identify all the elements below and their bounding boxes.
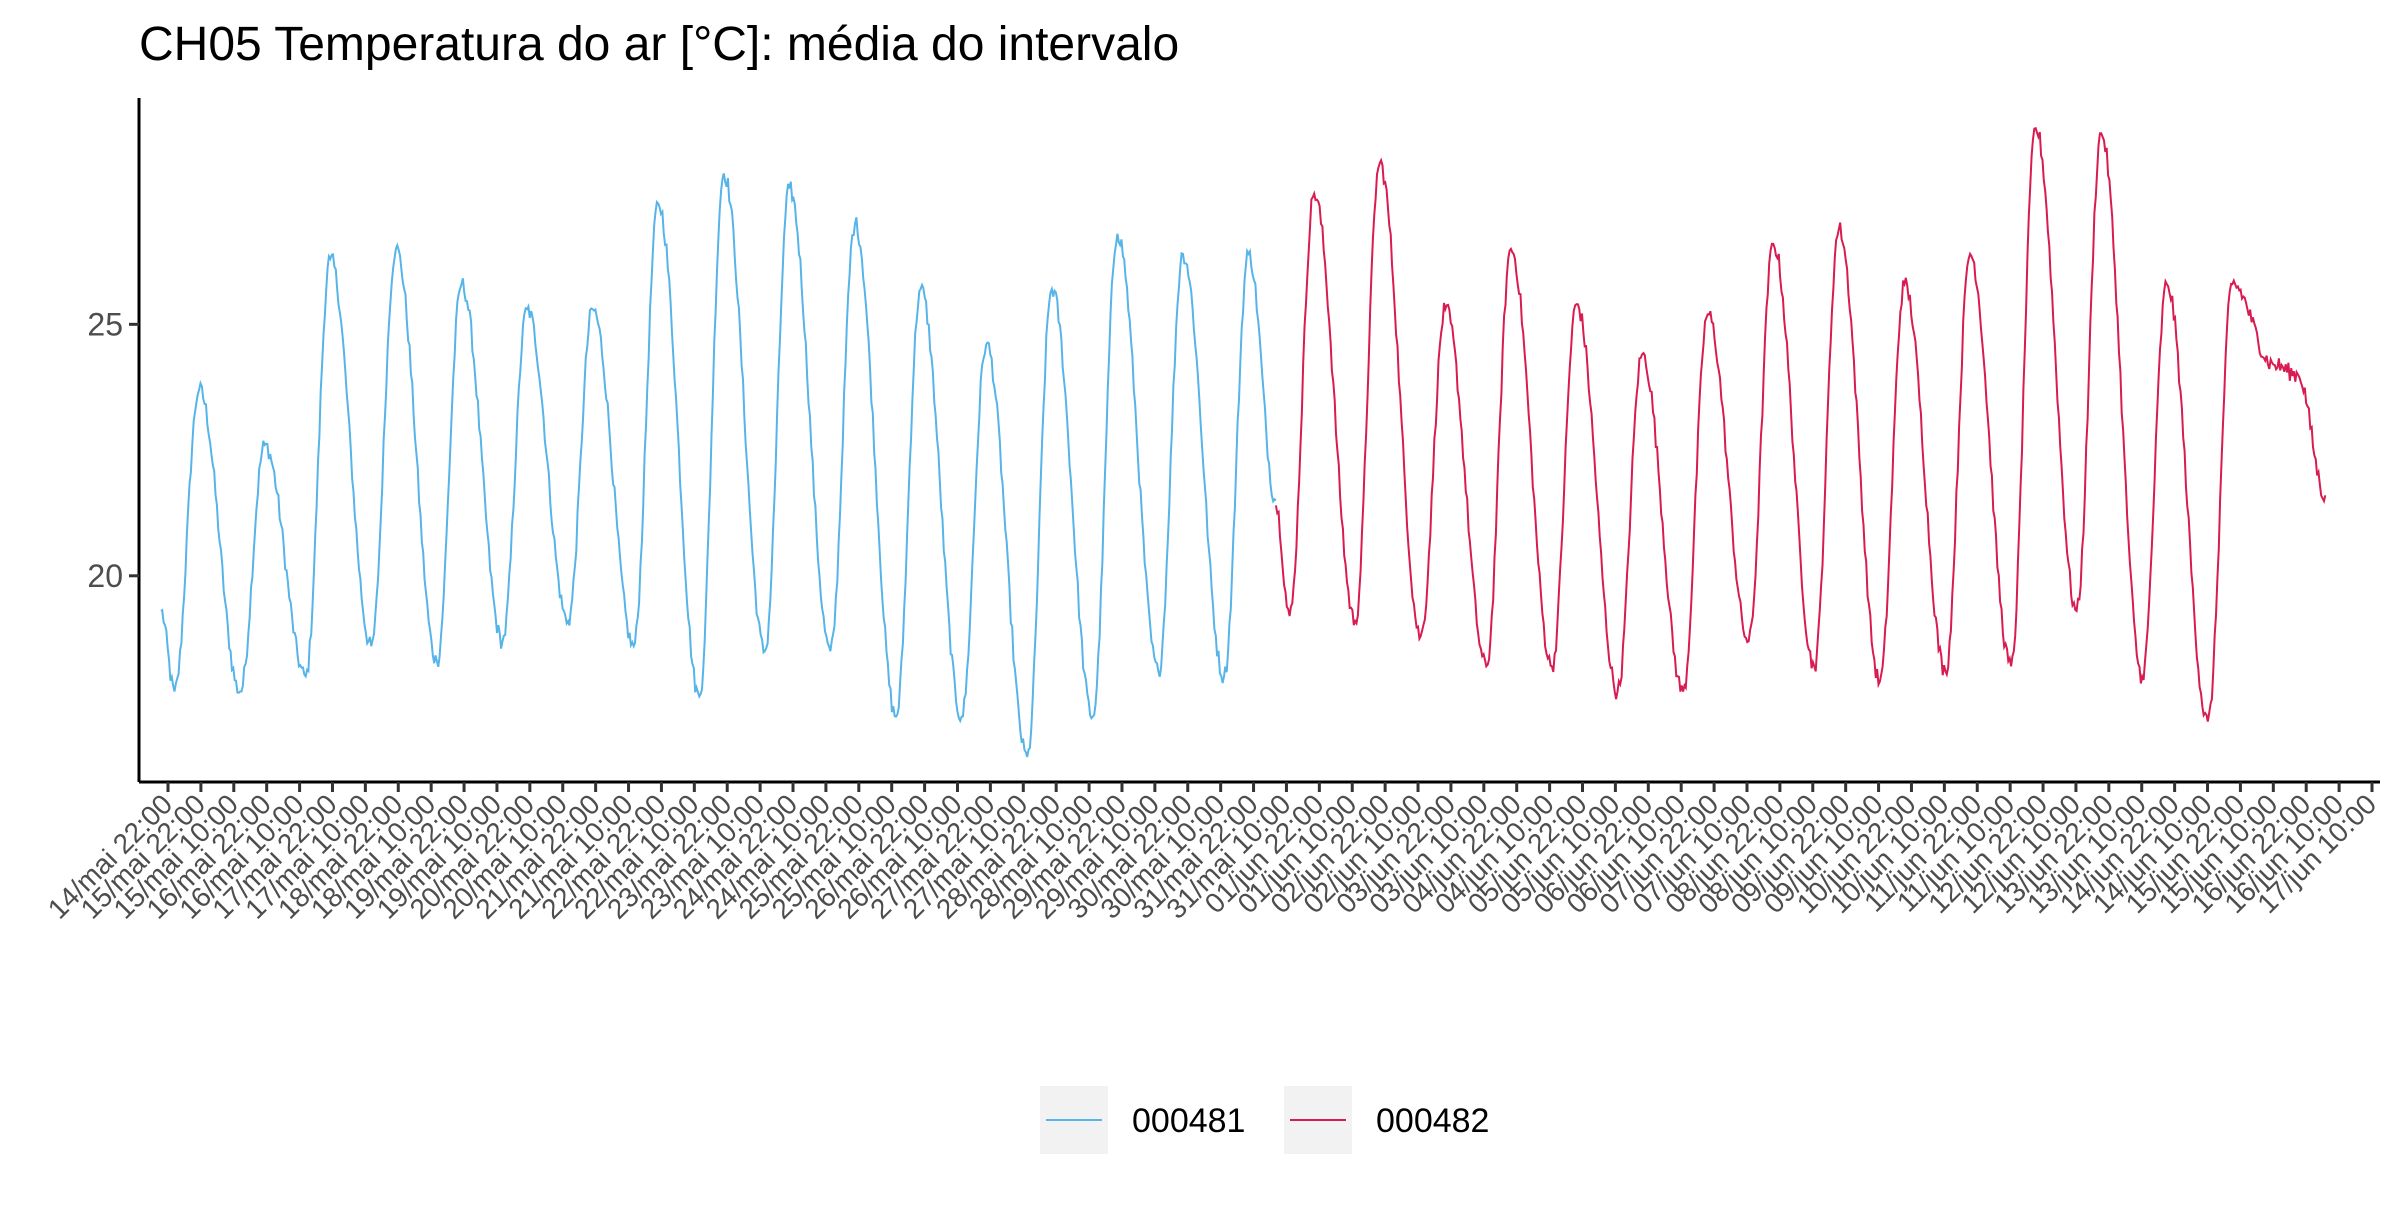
legend: 000481 000482 (1040, 1086, 1489, 1154)
series-line-000482 (1274, 126, 2327, 722)
legend-label-000482: 000482 (1376, 1102, 1489, 1140)
series-layer (160, 126, 2327, 758)
legend-label-000481: 000481 (1132, 1102, 1245, 1140)
y-tick-label: 25 (87, 306, 123, 342)
y-tick-label: 20 (87, 558, 123, 594)
chart-title: CH05 Temperatura do ar [°C]: média do in… (139, 18, 1179, 71)
series-line-000481 (160, 173, 1277, 758)
